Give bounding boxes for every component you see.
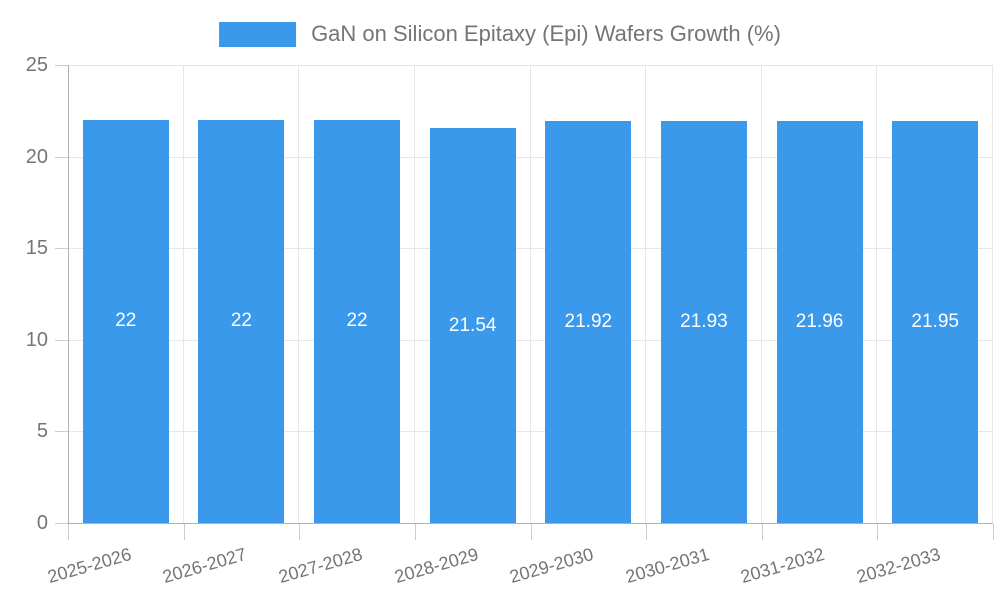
bar-value-label: 21.95	[911, 310, 959, 332]
bar[interactable]: 21.92	[545, 121, 632, 523]
x-axis-tick-label: 2028-2029	[391, 544, 481, 587]
gridline-horizontal	[68, 65, 993, 66]
y-axis-tick-label: 15	[25, 237, 48, 260]
bar[interactable]: 22	[198, 119, 285, 523]
y-axis-tick-label: 10	[25, 328, 48, 351]
gridline-vertical	[298, 65, 300, 523]
legend-item[interactable]: GaN on Silicon Epitaxy (Epi) Wafers Grow…	[219, 21, 781, 47]
bar[interactable]: 22	[82, 119, 169, 523]
gridline-vertical	[413, 65, 415, 523]
gridline-vertical	[182, 65, 184, 523]
bar[interactable]: 22	[314, 119, 401, 523]
x-axis-tick	[877, 524, 879, 540]
y-axis-tick-label: 0	[36, 512, 48, 534]
x-axis-tick	[761, 524, 763, 540]
gridline-vertical	[529, 65, 531, 523]
bar-value-label: 21.54	[448, 314, 497, 336]
chart-legend: GaN on Silicon Epitaxy (Epi) Wafers Grow…	[219, 21, 781, 47]
bar-value-label: 21.92	[564, 311, 613, 333]
x-axis-tick-label: 2031-2032	[738, 544, 828, 587]
gridline-horizontal	[68, 339, 993, 341]
y-axis-tick	[55, 65, 68, 66]
gridline-horizontal	[68, 431, 993, 433]
legend-swatch-icon	[219, 21, 297, 47]
x-axis-tick-label: 2027-2028	[276, 544, 365, 587]
gridline-vertical	[645, 65, 647, 523]
y-axis-tick	[55, 523, 68, 524]
bar-value-label: 21.96	[795, 310, 844, 332]
bar-value-label: 22	[115, 310, 137, 332]
x-axis-line	[68, 523, 993, 524]
bar[interactable]: 21.54	[429, 128, 516, 523]
bar[interactable]: 21.96	[776, 120, 863, 523]
y-axis-tick	[55, 248, 68, 250]
y-axis-tick-label: 20	[25, 145, 48, 168]
plot-area: 22 22 22 21.54 21.92 21.93 21.96 21.95	[68, 65, 993, 523]
y-axis-tick	[55, 431, 68, 433]
bar-value-label: 21.93	[680, 311, 728, 333]
y-axis-tick	[55, 339, 68, 341]
x-axis-tick	[183, 524, 185, 540]
x-axis-tick	[299, 524, 301, 540]
x-axis-tick-label: 2030-2031	[623, 544, 712, 587]
gridline-horizontal	[68, 248, 993, 250]
x-axis-tick-label: 2029-2030	[507, 544, 596, 587]
x-axis-tick	[68, 524, 69, 540]
x-axis-tick-label: 2025-2026	[45, 544, 134, 587]
x-axis-tick	[993, 524, 994, 540]
gridline-horizontal	[68, 156, 993, 158]
x-axis-tick-label: 2026-2027	[160, 544, 249, 587]
gridline-vertical	[992, 65, 993, 523]
x-axis-tick	[646, 524, 648, 540]
y-axis-tick-label: 5	[36, 420, 48, 443]
x-axis-tick	[530, 524, 532, 540]
x-axis-tick-label: 2032-2033	[854, 544, 943, 587]
bar-value-label: 22	[230, 310, 252, 332]
bar[interactable]: 21.95	[892, 120, 979, 523]
y-axis-tick	[55, 156, 68, 158]
gridline-vertical	[760, 65, 762, 523]
x-axis-tick	[414, 524, 416, 540]
y-axis-tick-label: 25	[25, 54, 48, 76]
bar[interactable]: 21.93	[660, 121, 747, 523]
y-axis-line	[68, 65, 69, 540]
bar-value-label: 22	[346, 310, 368, 332]
legend-label: GaN on Silicon Epitaxy (Epi) Wafers Grow…	[311, 21, 781, 46]
gridline-vertical	[876, 65, 878, 523]
